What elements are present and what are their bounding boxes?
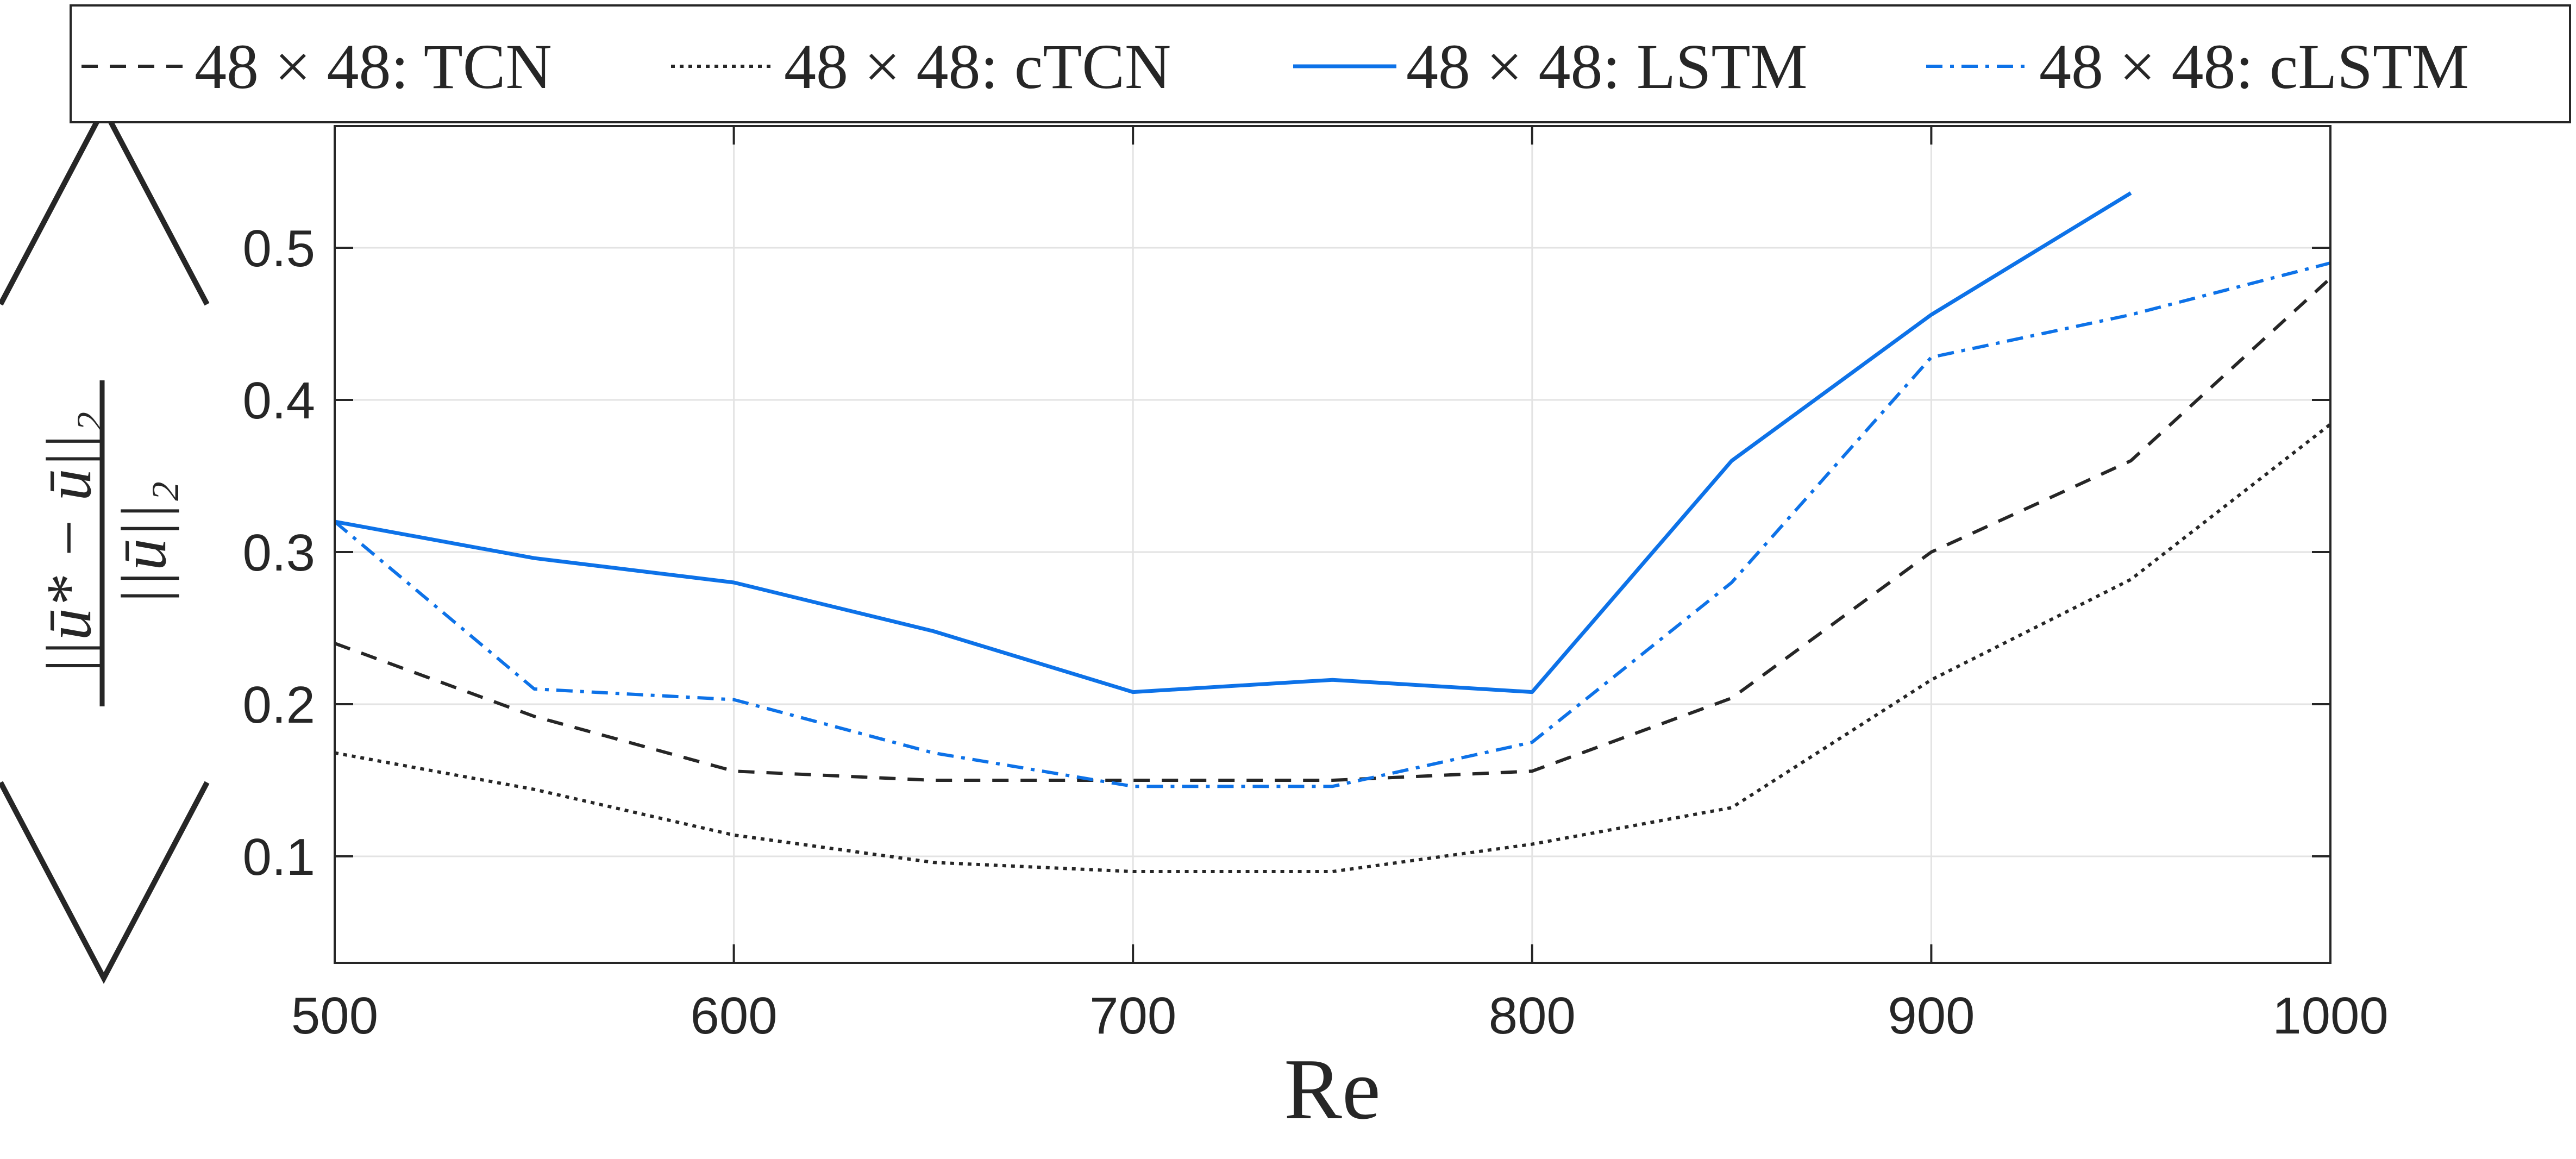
y-axis-label-numerator: ||ū* − ū||₂ xyxy=(33,411,104,675)
y-tick-label: 0.4 xyxy=(243,372,315,430)
legend-label-lstm: 48 × 48: LSTM xyxy=(1406,31,1808,102)
y-axis-label-denominator: ||ū||₂ xyxy=(108,481,179,606)
x-tick-label: 700 xyxy=(1089,987,1176,1045)
legend-label-ctcn: 48 × 48: cTCN xyxy=(784,31,1171,102)
axis-ticks: 500 600 700 800 900 1000 0.1 0.2 0.3 0.4 0.5 xyxy=(243,126,2389,1045)
series-lines xyxy=(334,191,2332,873)
series-line-lstm xyxy=(334,191,2132,694)
series-line-tcn xyxy=(334,277,2332,782)
x-tick-label: 900 xyxy=(1888,987,1975,1045)
legend: 48 × 48: TCN 48 × 48: cTCN 48 × 48: LSTM 48… xyxy=(70,4,2571,123)
y-tick-label: 0.1 xyxy=(243,828,315,886)
x-axis-label: Re xyxy=(1284,1041,1381,1137)
x-tick-label: 1000 xyxy=(2272,987,2389,1045)
x-tick-label: 600 xyxy=(691,987,778,1045)
y-tick-label: 0.3 xyxy=(243,524,315,582)
x-tick-label: 500 xyxy=(291,987,378,1045)
legend-label-tcn: 48 × 48: TCN xyxy=(195,31,552,102)
legend-label-clstm: 48 × 48: cLSTM xyxy=(2039,31,2469,102)
plot-frame xyxy=(334,125,2331,964)
plot-area xyxy=(335,126,2330,963)
series-line-clstm xyxy=(334,261,2331,788)
series-line-ctcn xyxy=(334,423,2331,873)
y-axis-label: ||ū* − ū||₂ ||ū||₂ xyxy=(0,103,210,984)
y-tick-label: 0.5 xyxy=(243,220,315,278)
x-tick-label: 800 xyxy=(1489,987,1576,1045)
legend-box xyxy=(70,4,2571,123)
y-axis-label-left-angle-bracket xyxy=(0,781,210,984)
y-axis-label-right-angle-bracket xyxy=(0,103,210,306)
y-tick-label: 0.2 xyxy=(243,676,315,734)
